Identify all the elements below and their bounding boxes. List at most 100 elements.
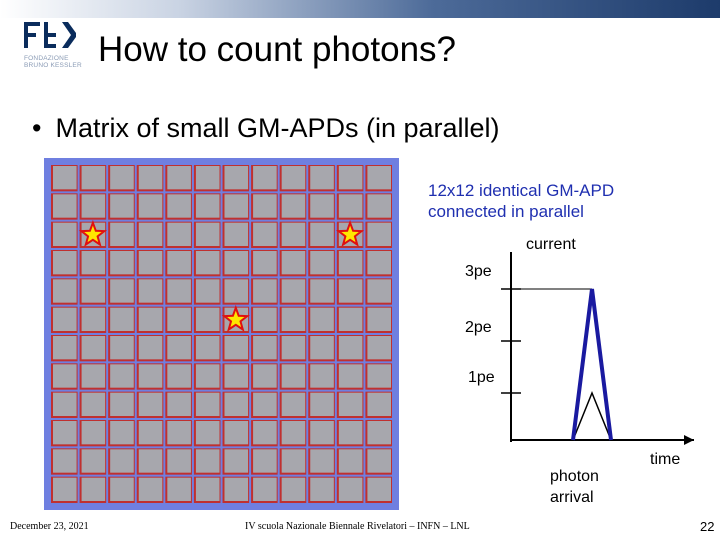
apd-cell (136, 193, 164, 220)
apd-cell (79, 476, 107, 503)
apd-cell (136, 391, 164, 418)
apd-cell (222, 193, 250, 220)
apd-cell (308, 221, 335, 248)
apd-cell (165, 306, 192, 333)
apd-cell (308, 448, 335, 475)
apd-cell (79, 250, 107, 277)
apd-cell (222, 165, 250, 192)
apd-cell (51, 420, 78, 447)
apd-cell (251, 420, 278, 447)
apd-cell (279, 448, 307, 475)
apd-cell (251, 221, 278, 248)
apd-cell (193, 363, 221, 390)
apd-cell (308, 335, 335, 362)
apd-cell (251, 193, 278, 220)
level-label-2pe: 2pe (465, 319, 492, 336)
apd-cell (165, 221, 192, 248)
apd-cell (193, 420, 221, 447)
parallel-note-line2: connected in parallel (428, 202, 584, 221)
apd-cell (279, 363, 307, 390)
apd-cell (308, 391, 335, 418)
apd-cell (308, 420, 335, 447)
logo-subtitle: FONDAZIONE BRUNO KESSLER (24, 55, 82, 69)
apd-cell (222, 250, 250, 277)
apd-cell (279, 476, 307, 503)
apd-cell (193, 306, 221, 333)
time-axis-arrow-icon (684, 435, 694, 445)
apd-cell (193, 391, 221, 418)
apd-cell (336, 278, 364, 305)
apd-cell (365, 165, 392, 192)
apd-cell (51, 448, 78, 475)
apd-cell (165, 250, 192, 277)
apd-cell (222, 420, 250, 447)
apd-cell (79, 420, 107, 447)
apd-cell (108, 250, 135, 277)
apd-cell (365, 306, 392, 333)
apd-cell (51, 335, 78, 362)
apd-cell (365, 221, 392, 248)
apd-cell (251, 165, 278, 192)
photon-arrival-line1: photon (550, 468, 599, 485)
level-label-1pe: 1pe (468, 369, 495, 386)
apd-cell (365, 335, 392, 362)
apd-cell (108, 278, 135, 305)
time-axis-label: time (650, 451, 681, 468)
apd-cell (336, 335, 364, 362)
apd-cell (308, 193, 335, 220)
apd-cell (365, 391, 392, 418)
apd-cell (279, 335, 307, 362)
apd-cell (79, 306, 107, 333)
apd-cell (108, 448, 135, 475)
logo-subtitle-line1: FONDAZIONE (24, 55, 69, 62)
apd-cell (193, 335, 221, 362)
apd-cell (51, 391, 78, 418)
apd-cell (51, 306, 78, 333)
apd-cell (308, 165, 335, 192)
apd-cell (79, 335, 107, 362)
apd-cell (336, 448, 364, 475)
apd-cell (193, 193, 221, 220)
apd-cell (279, 306, 307, 333)
parallel-note: 12x12 identical GM-APD connected in para… (428, 180, 614, 222)
apd-cell (193, 165, 221, 192)
apd-cell (222, 335, 250, 362)
apd-cell (251, 278, 278, 305)
apd-cell (108, 221, 135, 248)
apd-cell (108, 335, 135, 362)
bullet-item: • Matrix of small GM-APDs (in parallel) (32, 113, 500, 144)
pulse-3pe (571, 288, 613, 441)
apd-cell (136, 221, 164, 248)
bullet-text: Matrix of small GM-APDs (in parallel) (55, 113, 500, 143)
apd-cell (136, 278, 164, 305)
apd-cell (51, 193, 78, 220)
apd-cell (79, 278, 107, 305)
photon-arrival-line2: arrival (550, 489, 594, 506)
footer-event: IV scuola Nazionale Biennale Rivelatori … (245, 521, 470, 532)
apd-cell (165, 391, 192, 418)
apd-cell (279, 278, 307, 305)
apd-cell (251, 363, 278, 390)
apd-cell (51, 250, 78, 277)
parallel-note-line1: 12x12 identical GM-APD (428, 181, 615, 200)
apd-cell (251, 476, 278, 503)
apd-cell (308, 306, 335, 333)
apd-cell (308, 250, 335, 277)
apd-cell (365, 476, 392, 503)
apd-cell (336, 363, 364, 390)
apd-cell (222, 476, 250, 503)
apd-cell (222, 448, 250, 475)
photon-hit-star-icon (78, 219, 108, 247)
apd-cell (222, 221, 250, 248)
apd-cell (136, 363, 164, 390)
apd-cell (108, 165, 135, 192)
apd-cell (79, 363, 107, 390)
apd-cell (193, 448, 221, 475)
apd-cell (165, 363, 192, 390)
apd-cell (136, 448, 164, 475)
apd-cell (193, 221, 221, 248)
apd-cell (365, 363, 392, 390)
apd-cell (336, 193, 364, 220)
apd-cell (365, 448, 392, 475)
